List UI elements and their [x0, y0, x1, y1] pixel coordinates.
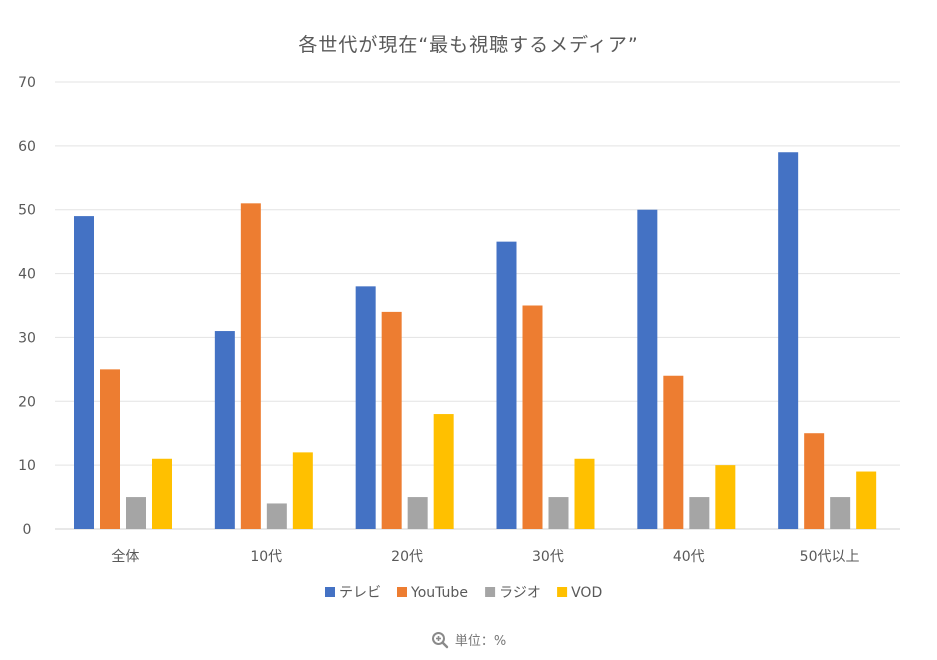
- legend-label-2: YouTube: [410, 585, 468, 601]
- bar-3-4: [548, 497, 569, 529]
- bar-2-1: [100, 369, 120, 529]
- bar-1-4: [496, 241, 517, 529]
- bar-1-6: [778, 152, 799, 529]
- y-tick-label-10: 10: [18, 458, 36, 474]
- y-tick-label-50: 50: [18, 203, 36, 219]
- x-tick-label-4: 30代: [532, 549, 564, 565]
- bar-4-5: [715, 465, 736, 529]
- zoom-in-icon[interactable]: [431, 631, 449, 649]
- bar-3-1: [126, 497, 146, 529]
- bar-2-5: [663, 375, 684, 529]
- y-tick-label-30: 30: [18, 330, 36, 346]
- bar-3-5: [689, 497, 710, 529]
- y-tick-label-40: 40: [18, 267, 36, 283]
- legend-swatch-2: [397, 587, 407, 597]
- legend-swatch-3: [485, 587, 496, 597]
- y-tick-label-70: 70: [18, 75, 36, 91]
- bar-3-3: [407, 497, 428, 529]
- unit-label: 単位：%: [454, 634, 507, 649]
- bar-1-5: [637, 209, 658, 529]
- x-tick-label-1: 全体: [111, 548, 139, 565]
- bar-3-2: [266, 503, 287, 529]
- bar-2-3: [381, 311, 402, 529]
- bar-4-6: [856, 471, 877, 529]
- y-tick-label-60: 60: [18, 139, 36, 155]
- unit-caption: 単位：%: [0, 630, 937, 649]
- x-tick-label-6: 50代以上: [800, 549, 860, 565]
- bar-2-6: [804, 433, 825, 529]
- legend-label-3: ラジオ: [499, 585, 541, 601]
- bar-2-2: [240, 203, 261, 530]
- chart-title: 各世代が現在“最も視聴するメディア”: [298, 34, 639, 56]
- x-tick-label-5: 40代: [673, 549, 705, 565]
- bar-4-1: [152, 458, 172, 529]
- bar-3-6: [830, 497, 851, 529]
- x-tick-label-3: 20代: [391, 549, 423, 565]
- legend-swatch-4: [557, 587, 568, 597]
- legend-swatch-1: [325, 587, 335, 597]
- legend-label-1: テレビ: [339, 585, 381, 601]
- bar-4-2: [292, 452, 313, 529]
- bar-1-1: [74, 216, 94, 529]
- x-tick-label-2: 10代: [250, 549, 282, 565]
- bar-4-4: [574, 458, 595, 529]
- bar-1-2: [214, 331, 235, 529]
- bar-4-3: [433, 414, 454, 529]
- y-tick-label-20: 20: [18, 394, 36, 410]
- bar-1-3: [355, 286, 376, 529]
- legend-label-4: VOD: [571, 585, 602, 601]
- bar-2-4: [522, 305, 543, 529]
- y-tick-label-0: 0: [23, 522, 32, 538]
- chart-container: 各世代が現在“最も視聴するメディア” 0 10 20 30 40 50 60 70 全体 10代 2…: [18, 34, 900, 601]
